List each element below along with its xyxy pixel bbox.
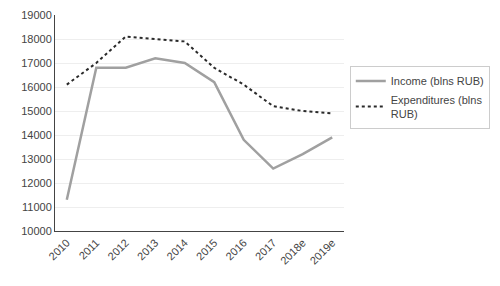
svg-text:15000: 15000	[21, 105, 52, 117]
svg-text:17000: 17000	[21, 57, 52, 69]
svg-text:2017: 2017	[253, 237, 279, 263]
svg-text:14000: 14000	[21, 129, 52, 141]
svg-text:16000: 16000	[21, 81, 52, 93]
svg-text:2014: 2014	[164, 237, 190, 263]
svg-text:10000: 10000	[21, 225, 52, 237]
svg-text:2013: 2013	[135, 237, 161, 263]
svg-text:Expenditures (blnsRUB): Expenditures (blnsRUB)	[391, 94, 483, 120]
svg-text:2019e: 2019e	[307, 237, 337, 267]
svg-text:2010: 2010	[46, 237, 72, 263]
svg-text:2011: 2011	[76, 237, 101, 262]
svg-text:13000: 13000	[21, 153, 52, 165]
svg-text:19000: 19000	[21, 9, 52, 21]
svg-text:2016: 2016	[223, 237, 249, 263]
svg-text:18000: 18000	[21, 33, 52, 45]
svg-text:2018e: 2018e	[278, 237, 308, 267]
svg-text:2015: 2015	[194, 237, 220, 263]
svg-text:Income (blns RUB): Income (blns RUB)	[391, 75, 484, 87]
svg-text:11000: 11000	[22, 201, 52, 213]
svg-text:12000: 12000	[21, 177, 52, 189]
svg-text:2012: 2012	[105, 237, 131, 263]
